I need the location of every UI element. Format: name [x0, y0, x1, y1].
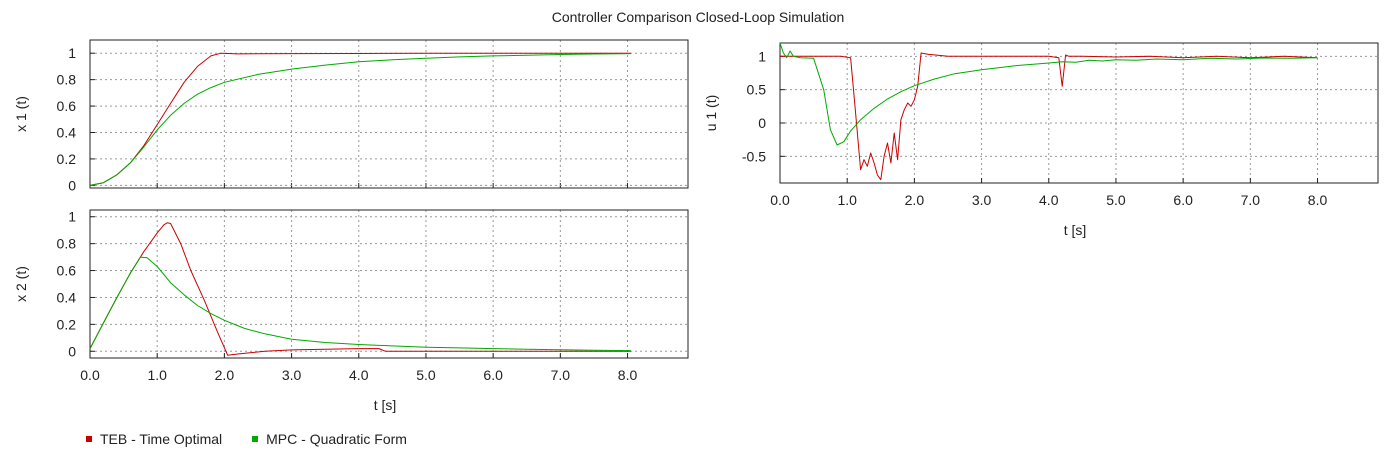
legend: TEB - Time Optimal MPC - Quadratic Form — [86, 431, 407, 447]
plot-x2: 0.0 1.0 2.0 3.0 4.0 5.0 6.0 7.0 8.0 0 0.2 0.4 0.6 0.8… — [13, 209, 689, 413]
y-tick-label: 1 — [68, 45, 76, 61]
y-tick-label: 0.2 — [57, 316, 77, 332]
x-tick-label: 0.0 — [80, 367, 100, 383]
x-tick-label: 8.0 — [1308, 192, 1328, 208]
x-tick-label: 7.0 — [551, 367, 571, 383]
plot-u1: 0.0 1.0 2.0 3.0 4.0 5.0 6.0 7.0 8.0 -0.5 0 0.5 1 u 1 … — [703, 42, 1379, 238]
y-axis-label: u 1 (t) — [703, 95, 719, 132]
x-tick-label: 3.0 — [282, 367, 302, 383]
series-line-mpc — [779, 42, 1318, 146]
series-line-teb — [89, 52, 631, 186]
x-tick-label: 1.0 — [147, 367, 167, 383]
series-line-teb — [780, 52, 1318, 181]
plot-frame — [89, 39, 689, 189]
x-tick-label: 4.0 — [1039, 192, 1059, 208]
x-tick-label: 5.0 — [416, 367, 436, 383]
legend-label-teb: TEB - Time Optimal — [100, 431, 223, 447]
x-tick-label: 7.0 — [1241, 192, 1261, 208]
series-line-mpc — [89, 256, 631, 352]
y-tick-label: 0 — [758, 115, 766, 131]
plot-x1: 0 0.2 0.4 0.6 0.8 1 x 1 (t) — [13, 39, 689, 193]
x-tick-label: 2.0 — [905, 192, 925, 208]
y-tick-label: 0.4 — [57, 289, 77, 305]
legend-swatch-teb — [86, 436, 92, 442]
x-tick-label: 8.0 — [618, 367, 638, 383]
y-axis-label: x 1 (t) — [13, 96, 29, 132]
x-axis-label: t [s] — [1064, 222, 1087, 238]
x-tick-label: 6.0 — [483, 367, 503, 383]
x-axis-label: t [s] — [374, 397, 397, 413]
y-tick-label: 0 — [68, 343, 76, 359]
plot-frame — [779, 42, 1379, 184]
x-tick-label: 5.0 — [1106, 192, 1126, 208]
y-tick-label: 0.4 — [57, 125, 77, 141]
x-tick-label: 3.0 — [972, 192, 992, 208]
legend-item-mpc: MPC - Quadratic Form — [252, 431, 407, 447]
x-tick-label: 6.0 — [1173, 192, 1193, 208]
x-tick-label: 1.0 — [837, 192, 857, 208]
legend-label-mpc: MPC - Quadratic Form — [266, 431, 407, 447]
y-tick-label: -0.5 — [742, 148, 766, 164]
y-tick-label: 1 — [758, 48, 766, 64]
plot-frame — [89, 209, 689, 359]
legend-swatch-mpc — [252, 436, 259, 442]
legend-item-teb: TEB - Time Optimal — [86, 431, 222, 447]
y-tick-label: 0.6 — [57, 98, 77, 114]
y-tick-label: 0 — [68, 177, 76, 193]
x-tick-label: 2.0 — [215, 367, 235, 383]
y-tick-label: 1 — [68, 209, 76, 225]
y-tick-label: 0.8 — [57, 236, 77, 252]
y-tick-label: 0.6 — [57, 263, 77, 279]
x-tick-label: 0.0 — [770, 192, 790, 208]
x-tick-label: 4.0 — [349, 367, 369, 383]
y-tick-label: 0.2 — [57, 151, 77, 167]
y-tick-label: 0.5 — [747, 82, 767, 98]
y-tick-label: 0.8 — [57, 72, 77, 88]
chart-title: Controller Comparison Closed-Loop Simula… — [552, 9, 845, 25]
series-line-mpc — [89, 53, 631, 186]
series-line-teb — [89, 222, 631, 356]
y-axis-label: x 2 (t) — [13, 266, 29, 302]
